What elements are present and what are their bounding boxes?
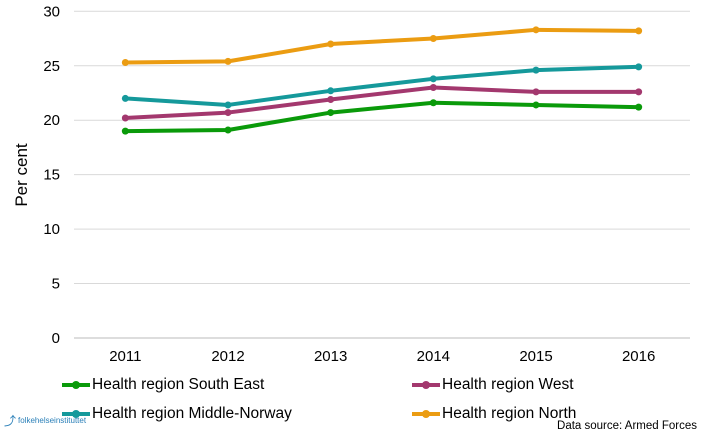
series-line (125, 100, 639, 134)
series-line (125, 64, 639, 107)
series-health-region-west (121, 84, 643, 122)
data-point (121, 58, 129, 66)
data-point (327, 40, 335, 48)
x-tick-label: 2011 (109, 348, 141, 365)
legend-item-middle-norway: Health region Middle-Norway (62, 405, 292, 423)
legend-swatch (62, 381, 90, 389)
data-point (429, 84, 437, 92)
data-point (429, 75, 437, 83)
legend-label: Health region South East (92, 376, 265, 393)
data-point (121, 94, 129, 102)
data-point (532, 101, 540, 109)
data-point (635, 63, 643, 71)
x-tick-label: 2013 (314, 348, 347, 365)
data-point (532, 66, 540, 74)
x-tick-label: 2015 (519, 348, 552, 365)
y-axis-label: Per cent (12, 143, 31, 207)
data-point (121, 114, 129, 122)
y-tick-label: 5 (52, 276, 60, 293)
data-point (327, 109, 335, 117)
legend-label: Health region North (442, 405, 577, 422)
series-line (125, 27, 639, 65)
data-point (327, 87, 335, 95)
legend-swatch (412, 381, 440, 389)
data-point (224, 101, 232, 109)
y-tick-label: 15 (43, 167, 60, 184)
data-point (224, 57, 232, 65)
data-point (532, 26, 540, 34)
line-chart: 0 5 10 15 20 25 30 2011 2012 2013 2014 2015 2016 Per … (12, 3, 690, 365)
y-tick-label: 20 (43, 112, 60, 129)
legend-label: Health region West (442, 376, 574, 393)
series-health-region-north (121, 26, 643, 66)
legend-label: Health region Middle-Norway (92, 405, 292, 422)
data-point (327, 96, 335, 104)
data-point (429, 99, 437, 107)
data-point (532, 88, 540, 96)
data-point (635, 103, 643, 111)
logo: ⤴ folkehelseinstituttet (4, 412, 86, 429)
legend-swatch (62, 410, 90, 418)
logo-text: folkehelseinstituttet (18, 416, 87, 425)
series-health-region-south-east (121, 99, 643, 135)
y-tick-label: 25 (43, 58, 60, 75)
data-point (224, 109, 232, 117)
x-tick-label: 2016 (622, 348, 655, 365)
x-tick-label: 2014 (417, 348, 450, 365)
legend-item-south-east: Health region South East (62, 376, 264, 394)
legend-item-north: Health region North (412, 405, 576, 423)
series-line (125, 85, 639, 121)
y-tick-label: 10 (43, 221, 60, 238)
series-health-region-middle-norway (121, 63, 643, 109)
data-point (224, 126, 232, 134)
data-point (635, 88, 643, 96)
y-tick-label: 0 (52, 330, 60, 347)
logo-icon: ⤴ (4, 414, 17, 428)
legend-item-west: Health region West (412, 376, 574, 394)
data-point (121, 127, 129, 135)
data-point (635, 27, 643, 35)
data-source: Data source: Armed Forces (557, 420, 697, 432)
data-point (429, 35, 437, 43)
legend-swatch (412, 410, 440, 418)
x-tick-label: 2012 (211, 348, 244, 365)
y-tick-label: 30 (43, 3, 60, 20)
